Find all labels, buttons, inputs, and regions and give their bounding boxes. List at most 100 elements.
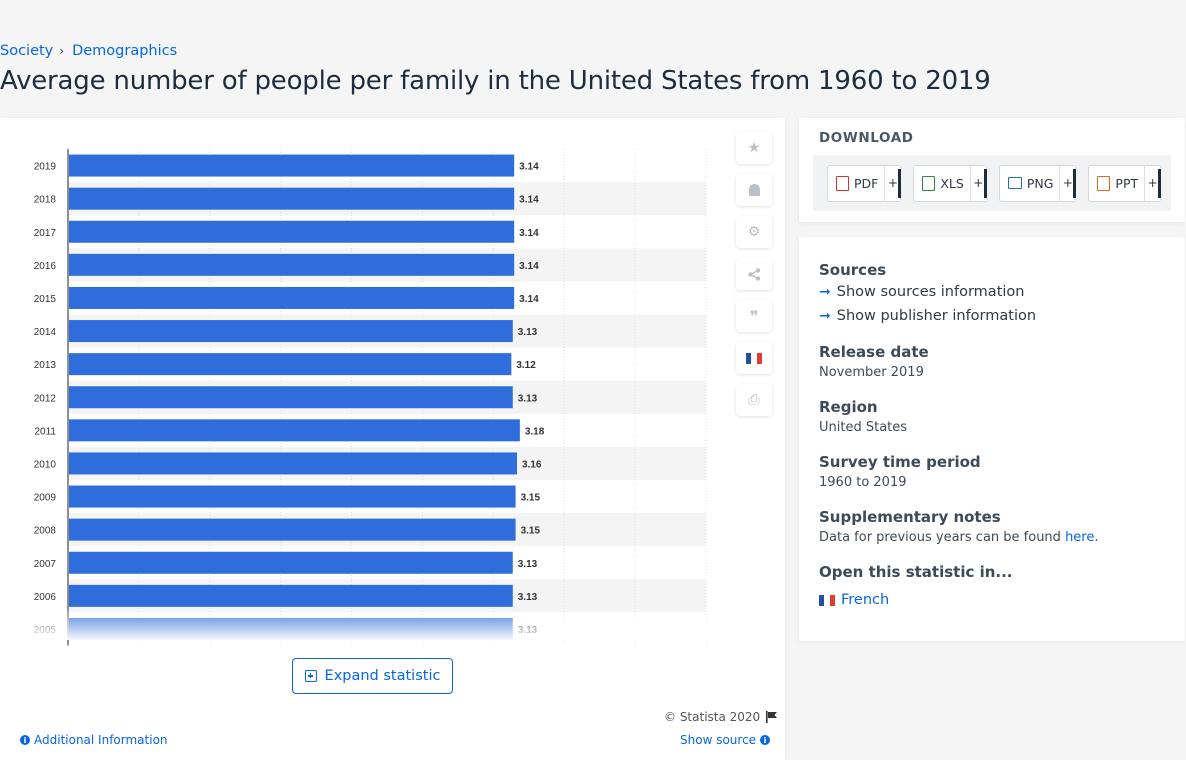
download-title: DOWNLOAD [819,130,914,146]
category-label-2013: 2013 [34,360,57,371]
ppt-file-icon [1097,175,1111,191]
download-buttons: PDF + XLS + PNG + PPT + [813,155,1171,211]
show-sources-label: Show sources information [836,284,1025,300]
language-button[interactable] [736,342,772,374]
breadcrumb-separator: › [59,44,65,58]
value-label-2010: 3.16 [522,459,542,470]
xls-plus-button[interactable]: + [969,165,987,201]
bar-2014 [69,320,513,343]
bar-2007 [69,551,513,574]
top-bar [0,0,1186,40]
show-sources-link[interactable]: ➞ Show sources information [819,284,1024,300]
value-label-2008: 3.15 [521,526,541,537]
gear-icon: ⚙ [747,224,761,240]
notification-button[interactable] [736,174,772,206]
category-label-2007: 2007 [34,559,57,570]
statistic-info-panel: Sources ➞ Show sources information ➞ Sho… [799,237,1185,641]
bar-2013 [69,353,512,376]
value-label-2018: 3.14 [519,195,539,206]
value-label-2015: 3.14 [519,294,539,305]
category-label-2014: 2014 [34,327,57,338]
pdf-file-icon [836,175,849,191]
release-date-value: November 2019 [819,365,924,380]
breadcrumb-demographics[interactable]: Demographics [72,43,178,59]
release-date-heading: Release date [819,343,929,361]
region-heading: Region [819,398,878,416]
download-ppt-button[interactable]: PPT + [1088,164,1162,202]
sources-heading: Sources [819,261,887,279]
chart-fade-overlay [0,610,720,640]
settings-button[interactable]: ⚙ [736,216,772,248]
download-png-label: PNG [1026,175,1054,191]
download-xls-label: XLS [940,175,964,191]
additional-information-link[interactable]: i Additional Information [20,733,168,747]
bar-2006 [69,584,513,607]
french-flag-icon [819,594,835,606]
expand-statistic-button[interactable]: Expand statistic [292,658,453,694]
notes-here-link[interactable]: here [1065,530,1095,545]
breadcrumb: Society › Demographics [0,43,177,59]
print-icon: ⎙ [748,392,760,408]
share-icon [747,267,760,281]
value-label-2012: 3.13 [518,393,538,404]
download-pdf-button[interactable]: PDF + [827,164,902,202]
show-publisher-link[interactable]: ➞ Show publisher information [819,308,1036,324]
supplementary-notes-heading: Supplementary notes [819,508,1001,526]
favorite-button[interactable]: ★ [736,132,772,164]
pdf-plus-button[interactable]: + [884,165,902,201]
value-label-2017: 3.14 [519,228,539,239]
download-xls-button[interactable]: XLS + [913,164,987,202]
arrow-right-icon: ➞ [819,308,831,324]
download-pdf-label: PDF [854,175,879,191]
bar-chart: 2019 3.14 2018 3.14 2017 3.14 2016 3.14 2015 3.14… [34,149,707,646]
bar-2012 [69,386,513,409]
show-source-link[interactable]: Show source i [680,733,771,747]
survey-period-value: 1960 to 2019 [819,475,907,490]
bar-2016 [69,253,515,276]
png-plus-button[interactable]: + [1059,165,1077,201]
expand-label: Expand statistic [324,668,441,684]
open-in-french-link[interactable]: French [819,592,889,608]
arrow-right-icon: ➞ [819,284,831,300]
category-label-2016: 2016 [34,261,57,272]
category-label-2018: 2018 [34,195,57,206]
value-label-2014: 3.13 [518,327,538,338]
flag-report-icon[interactable] [766,711,778,723]
breadcrumb-society[interactable]: Society [0,43,54,59]
show-publisher-label: Show publisher information [836,308,1037,324]
share-button[interactable] [736,258,772,290]
png-file-icon [1007,177,1022,189]
star-icon: ★ [747,140,761,156]
bar-2017 [69,220,515,243]
notes-end: . [1094,530,1099,545]
bell-icon [748,184,760,196]
download-panel: DOWNLOAD PDF + XLS + PNG + PPT + [799,118,1185,222]
category-label-2019: 2019 [34,162,57,173]
print-button[interactable]: ⎙ [736,384,772,416]
open-statistic-heading: Open this statistic in... [819,563,1013,581]
download-png-button[interactable]: PNG + [998,164,1077,202]
cite-button[interactable]: ❞ [736,300,772,332]
bar-2019 [69,154,515,177]
bar-2009 [69,485,516,508]
category-label-2012: 2012 [34,393,57,404]
ppt-plus-button[interactable]: + [1144,165,1162,201]
region-value: United States [819,420,908,435]
value-label-2006: 3.13 [518,592,538,603]
notes-text: Data for previous years can be found [819,530,1066,545]
value-label-2009: 3.15 [521,493,541,504]
category-label-2006: 2006 [34,592,57,603]
category-label-2009: 2009 [34,493,57,504]
expand-icon [304,670,317,682]
category-label-2017: 2017 [34,228,57,239]
download-ppt-label: PPT [1115,175,1139,191]
chart-toolbar: ★ ⚙ ❞ ⎙ [736,132,772,426]
value-label-2007: 3.13 [518,559,538,570]
bar-2010 [69,452,518,475]
value-label-2011: 3.18 [525,426,545,437]
bar-2011 [69,419,520,442]
show-source-label: Show source [680,733,757,747]
xls-file-icon [922,175,936,191]
bar-2008 [69,518,516,541]
french-flag-icon [746,352,762,364]
